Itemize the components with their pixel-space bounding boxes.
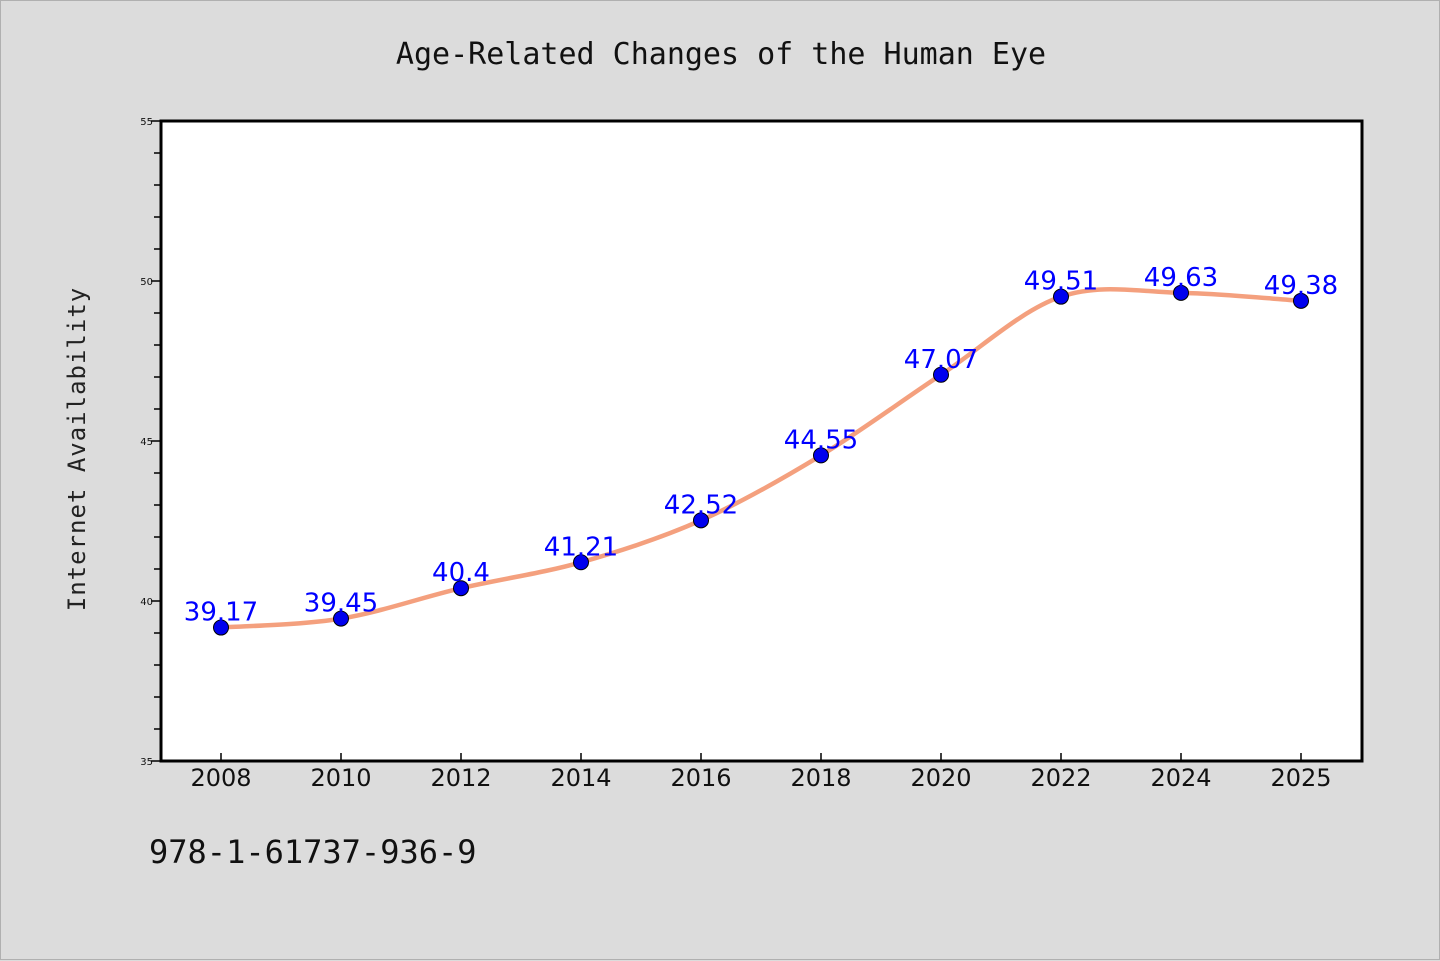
y-tick-label: 45	[140, 437, 153, 448]
chart-title: Age-Related Changes of the Human Eye	[396, 37, 1046, 72]
data-point	[573, 554, 589, 571]
x-tick-label: 2025	[1270, 764, 1331, 792]
axis-ticks: 35 40 45 50 55 2008 2010 2012 2014 2016 2018 2020 20…	[140, 117, 1331, 792]
data-label: 39.45	[304, 589, 378, 619]
data-label: 39.17	[184, 598, 258, 628]
data-label: 49.38	[1264, 271, 1338, 301]
data-label: 47.07	[904, 345, 978, 375]
x-tick-label: 2016	[670, 764, 731, 792]
data-label: 41.21	[544, 532, 618, 562]
data-point	[453, 580, 469, 597]
y-tick-label: 55	[140, 117, 153, 128]
x-tick-label: 2014	[550, 764, 611, 792]
plot-frame	[159, 119, 1364, 763]
x-tick-label: 2024	[1150, 764, 1211, 792]
data-point	[813, 447, 829, 464]
x-tick-label: 2020	[910, 764, 971, 792]
y-tick-label: 40	[140, 597, 153, 608]
x-tick-label: 2012	[430, 764, 491, 792]
y-axis-label: Internet Availability	[63, 287, 91, 611]
data-point	[333, 610, 349, 627]
series-line	[218, 286, 1304, 630]
x-tick-label: 2008	[190, 764, 251, 792]
x-tick-label: 2010	[310, 764, 371, 792]
y-tick-label: 50	[140, 277, 153, 288]
y-tick-label: 35	[140, 757, 153, 768]
data-point	[693, 512, 709, 529]
data-point	[933, 366, 949, 383]
data-label: 49.51	[1024, 267, 1098, 297]
data-label: 42.52	[664, 490, 738, 520]
data-label: 40.4	[432, 558, 490, 588]
data-label: 49.63	[1144, 263, 1218, 293]
data-label: 44.55	[784, 425, 858, 455]
data-point	[213, 619, 229, 636]
data-point	[1293, 292, 1309, 309]
data-point	[1053, 288, 1069, 305]
x-tick-label: 2018	[790, 764, 851, 792]
plot-area	[161, 121, 1362, 761]
x-tick-label: 2022	[1030, 764, 1091, 792]
isbn-text: 978-1-61737-936-9	[149, 833, 477, 871]
series-layer: 39.17 39.45 40.4 41.21 42.52 44.55 47.07 49.51 4…	[184, 263, 1338, 636]
data-point	[1173, 284, 1189, 301]
